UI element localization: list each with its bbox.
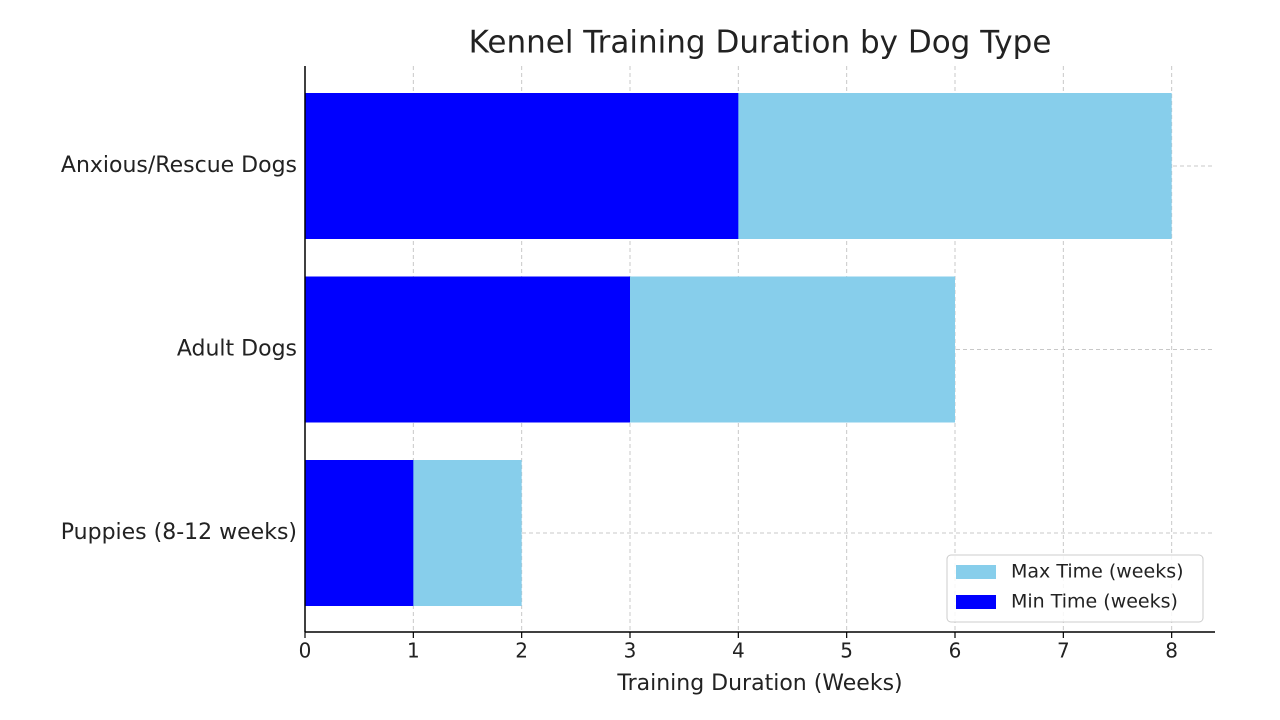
bar	[305, 93, 739, 239]
x-tick-label: 6	[949, 639, 962, 663]
x-tick-label: 0	[299, 639, 312, 663]
x-tick-label: 5	[840, 639, 853, 663]
legend-swatch	[956, 565, 996, 579]
x-tick-label: 4	[732, 639, 745, 663]
x-tick-label: 8	[1165, 639, 1178, 663]
legend-label: Min Time (weeks)	[1011, 591, 1178, 613]
y-tick-label: Puppies (8-12 weeks)	[61, 520, 297, 545]
x-axis-label: Training Duration (Weeks)	[616, 671, 902, 696]
x-tick-label: 1	[407, 639, 420, 663]
y-tick-label: Adult Dogs	[177, 337, 297, 362]
chart-title: Kennel Training Duration by Dog Type	[469, 25, 1052, 61]
x-tick-label: 2	[515, 639, 528, 663]
x-tick-label: 3	[624, 639, 637, 663]
legend-swatch	[956, 595, 996, 609]
bar	[305, 276, 630, 423]
x-tick-label: 7	[1057, 639, 1070, 663]
legend-box	[946, 554, 1204, 623]
bar	[305, 460, 414, 606]
y-tick-label: Anxious/Rescue Dogs	[61, 153, 297, 178]
legend-label: Max Time (weeks)	[1011, 561, 1184, 583]
